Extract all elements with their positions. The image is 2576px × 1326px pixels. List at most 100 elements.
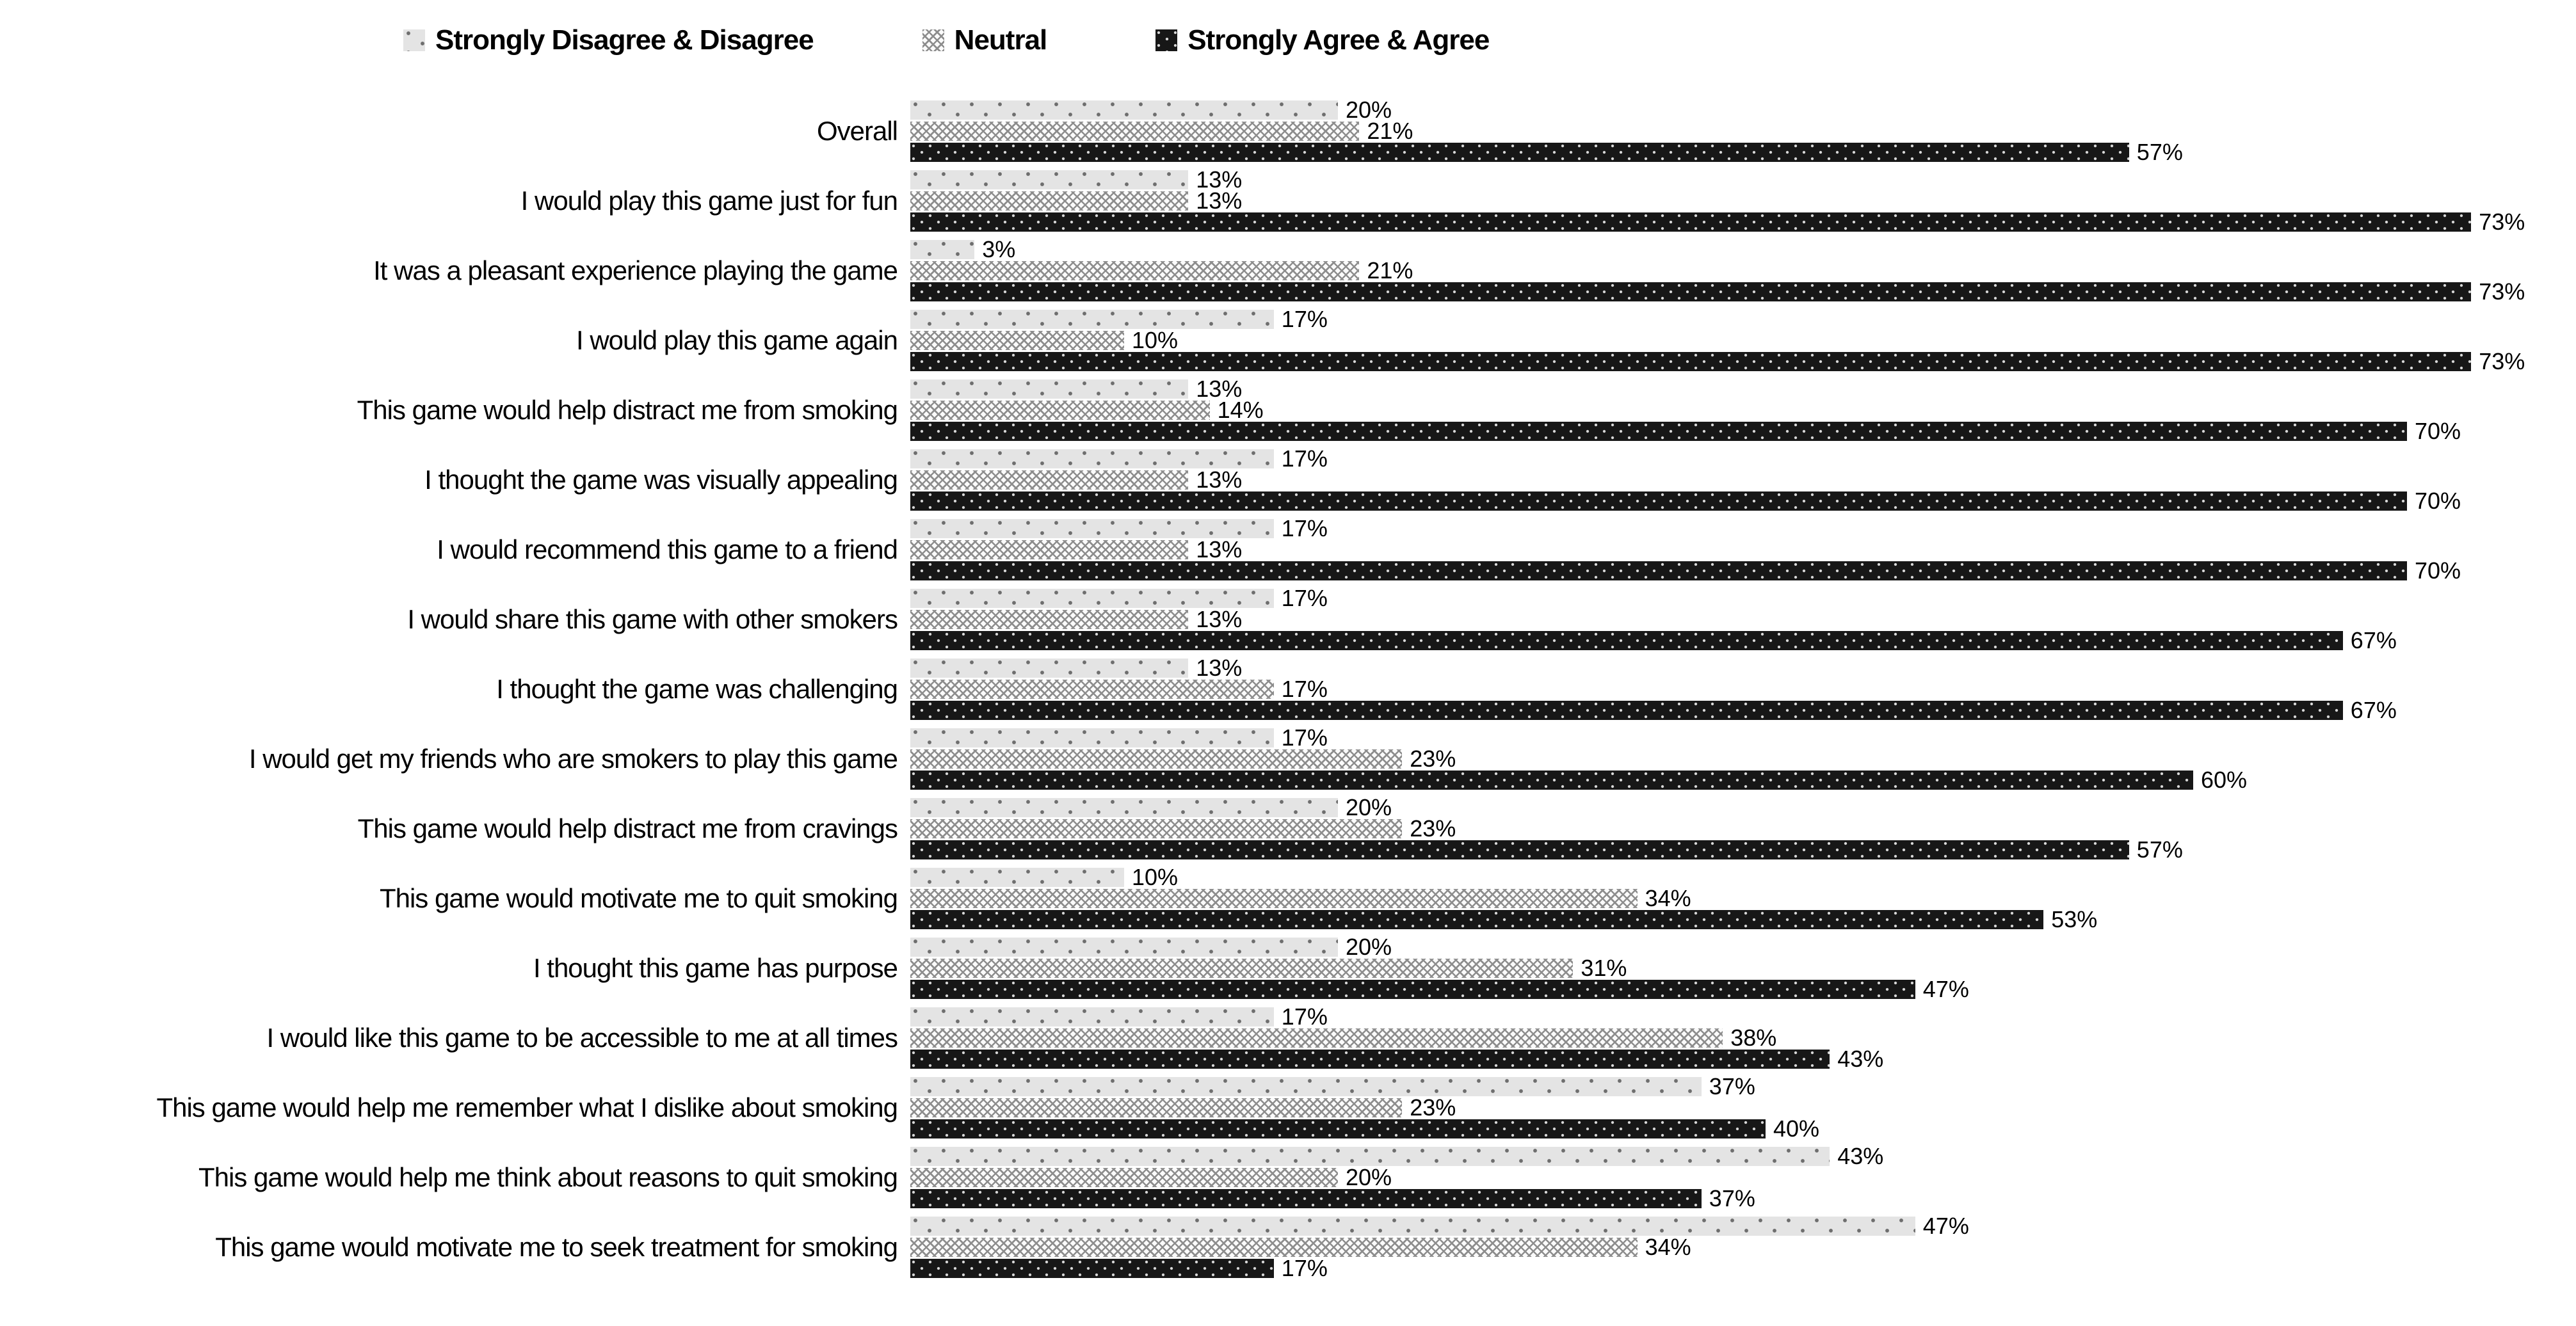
bar-neutral — [910, 819, 1403, 838]
bar-value-label-agree: 37% — [1709, 1185, 1755, 1211]
bar-value-label-agree: 70% — [2415, 417, 2461, 444]
bar-agree — [910, 1188, 1702, 1208]
bar-value-label-agree: 17% — [1281, 1254, 1328, 1281]
bar-line-agree: 60% — [910, 767, 2549, 793]
chart-row: I would like this game to be accessible … — [0, 1003, 2576, 1073]
bar-line-disagree: 13% — [910, 655, 2549, 681]
legend-label-agree: Strongly Agree & Agree — [1187, 24, 1490, 56]
bar-neutral — [910, 260, 1360, 280]
chart-row: This game would help distract me from cr… — [0, 794, 2576, 863]
bar-line-disagree: 17% — [910, 585, 2549, 611]
chart-row: I would play this game again 17% 10% 73% — [0, 305, 2576, 375]
category-label: I would share this game with other smoke… — [407, 603, 898, 634]
category-bar-group: 13% 17% 67% — [910, 655, 2549, 723]
bar-value-label-agree: 47% — [1922, 975, 1969, 1002]
legend-swatch-disagree-icon — [403, 29, 425, 51]
category-label: I would play this game just for fun — [520, 185, 898, 216]
bar-value-label-agree: 57% — [2136, 138, 2183, 165]
category-label: It was a pleasant experience playing the… — [373, 255, 898, 285]
chart-row: This game would motivate me to seek trea… — [0, 1212, 2576, 1282]
legend-swatch-agree-icon — [1155, 29, 1178, 51]
bar-value-label-agree: 70% — [2415, 557, 2461, 584]
bar-line-disagree: 43% — [910, 1143, 2549, 1169]
bar-line-disagree: 13% — [910, 376, 2549, 402]
chart-row: I would share this game with other smoke… — [0, 584, 2576, 654]
legend-label-neutral: Neutral — [954, 24, 1048, 56]
bar-disagree — [910, 518, 1274, 538]
bar-line-disagree: 17% — [910, 445, 2549, 472]
bar-neutral — [910, 191, 1189, 211]
category-bar-group: 13% 13% 73% — [910, 166, 2549, 235]
bar-value-label-agree: 70% — [2415, 487, 2461, 514]
bar-disagree — [910, 937, 1338, 957]
chart-row: I would get my friends who are smokers t… — [0, 724, 2576, 794]
bar-line-agree: 53% — [910, 906, 2549, 932]
bar-line-neutral: 21% — [910, 118, 2549, 144]
category-bar-group: 17% 38% 43% — [910, 1003, 2549, 1072]
bar-line-agree: 37% — [910, 1185, 2549, 1211]
category-label: This game would help me think about reas… — [198, 1162, 898, 1192]
bar-agree — [910, 351, 2472, 371]
bar-value-label-agree: 67% — [2350, 696, 2397, 723]
category-label: I would like this game to be accessible … — [266, 1022, 898, 1053]
bar-neutral — [910, 121, 1360, 141]
bar-value-label-disagree: 37% — [1709, 1073, 1755, 1099]
category-label: I thought the game was visually appealin… — [424, 464, 898, 495]
bar-line-disagree: 20% — [910, 934, 2549, 960]
bar-disagree — [910, 728, 1274, 747]
category-bar-group: 17% 13% 67% — [910, 585, 2549, 653]
bar-agree — [910, 979, 1915, 999]
bar-line-neutral: 20% — [910, 1164, 2549, 1190]
bar-agree — [910, 561, 2407, 580]
bar-disagree — [910, 1007, 1274, 1026]
category-label: This game would help me remember what I … — [156, 1092, 898, 1122]
category-bar-group: 43% 20% 37% — [910, 1143, 2549, 1211]
bar-value-label-neutral: 13% — [1196, 187, 1243, 214]
chart-legend: Strongly Disagree & Disagree Neutral Str… — [403, 24, 1490, 56]
bar-line-disagree: 17% — [910, 1003, 2549, 1030]
category-bar-group: 20% 23% 57% — [910, 794, 2549, 863]
chart-row: This game would help me remember what I … — [0, 1073, 2576, 1142]
category-bar-group: 10% 34% 53% — [910, 864, 2549, 932]
bar-value-label-neutral: 34% — [1645, 884, 1691, 911]
category-label: This game would motivate me to quit smok… — [379, 883, 898, 913]
bar-agree — [910, 630, 2343, 650]
bar-value-label-neutral: 23% — [1410, 815, 1456, 842]
bar-value-label-disagree: 10% — [1132, 863, 1179, 890]
bar-neutral — [910, 1167, 1338, 1187]
chart-row: This game would help distract me from sm… — [0, 375, 2576, 445]
bar-value-label-disagree: 3% — [982, 236, 1016, 262]
bar-value-label-agree: 57% — [2136, 836, 2183, 863]
bar-line-neutral: 17% — [910, 676, 2549, 702]
category-bar-group: 47% 34% 17% — [910, 1213, 2549, 1281]
bar-value-label-agree: 40% — [1773, 1115, 1820, 1142]
bar-value-label-disagree: 17% — [1281, 584, 1328, 611]
bar-disagree — [910, 379, 1189, 399]
bar-line-agree: 73% — [910, 209, 2549, 235]
chart-row: This game would motivate me to quit smok… — [0, 863, 2576, 933]
bar-line-agree: 70% — [910, 418, 2549, 444]
bar-disagree — [910, 239, 975, 259]
chart-row: Overall 20% 21% 57% — [0, 96, 2576, 166]
bar-disagree — [910, 588, 1274, 608]
bar-agree — [910, 212, 2472, 232]
bar-chart: Overall 20% 21% 57% I would play this ga… — [0, 96, 2576, 1282]
bar-agree — [910, 770, 2193, 790]
bar-disagree — [910, 1076, 1702, 1096]
chart-row: It was a pleasant experience playing the… — [0, 236, 2576, 305]
bar-agree — [910, 909, 2044, 929]
bar-line-neutral: 10% — [910, 327, 2549, 353]
bar-agree — [910, 421, 2407, 441]
bar-line-disagree: 17% — [910, 306, 2549, 332]
bar-neutral — [910, 749, 1403, 769]
bar-disagree — [910, 100, 1338, 120]
bar-value-label-disagree: 13% — [1196, 654, 1243, 681]
bar-neutral — [910, 470, 1189, 490]
bar-disagree — [910, 658, 1189, 678]
bar-value-label-neutral: 13% — [1196, 466, 1243, 493]
bar-line-neutral: 23% — [910, 746, 2549, 772]
legend-label-disagree: Strongly Disagree & Disagree — [435, 24, 814, 56]
bar-line-neutral: 31% — [910, 955, 2549, 981]
category-label: I thought this game has purpose — [533, 952, 898, 983]
category-label: This game would help distract me from cr… — [357, 813, 898, 843]
